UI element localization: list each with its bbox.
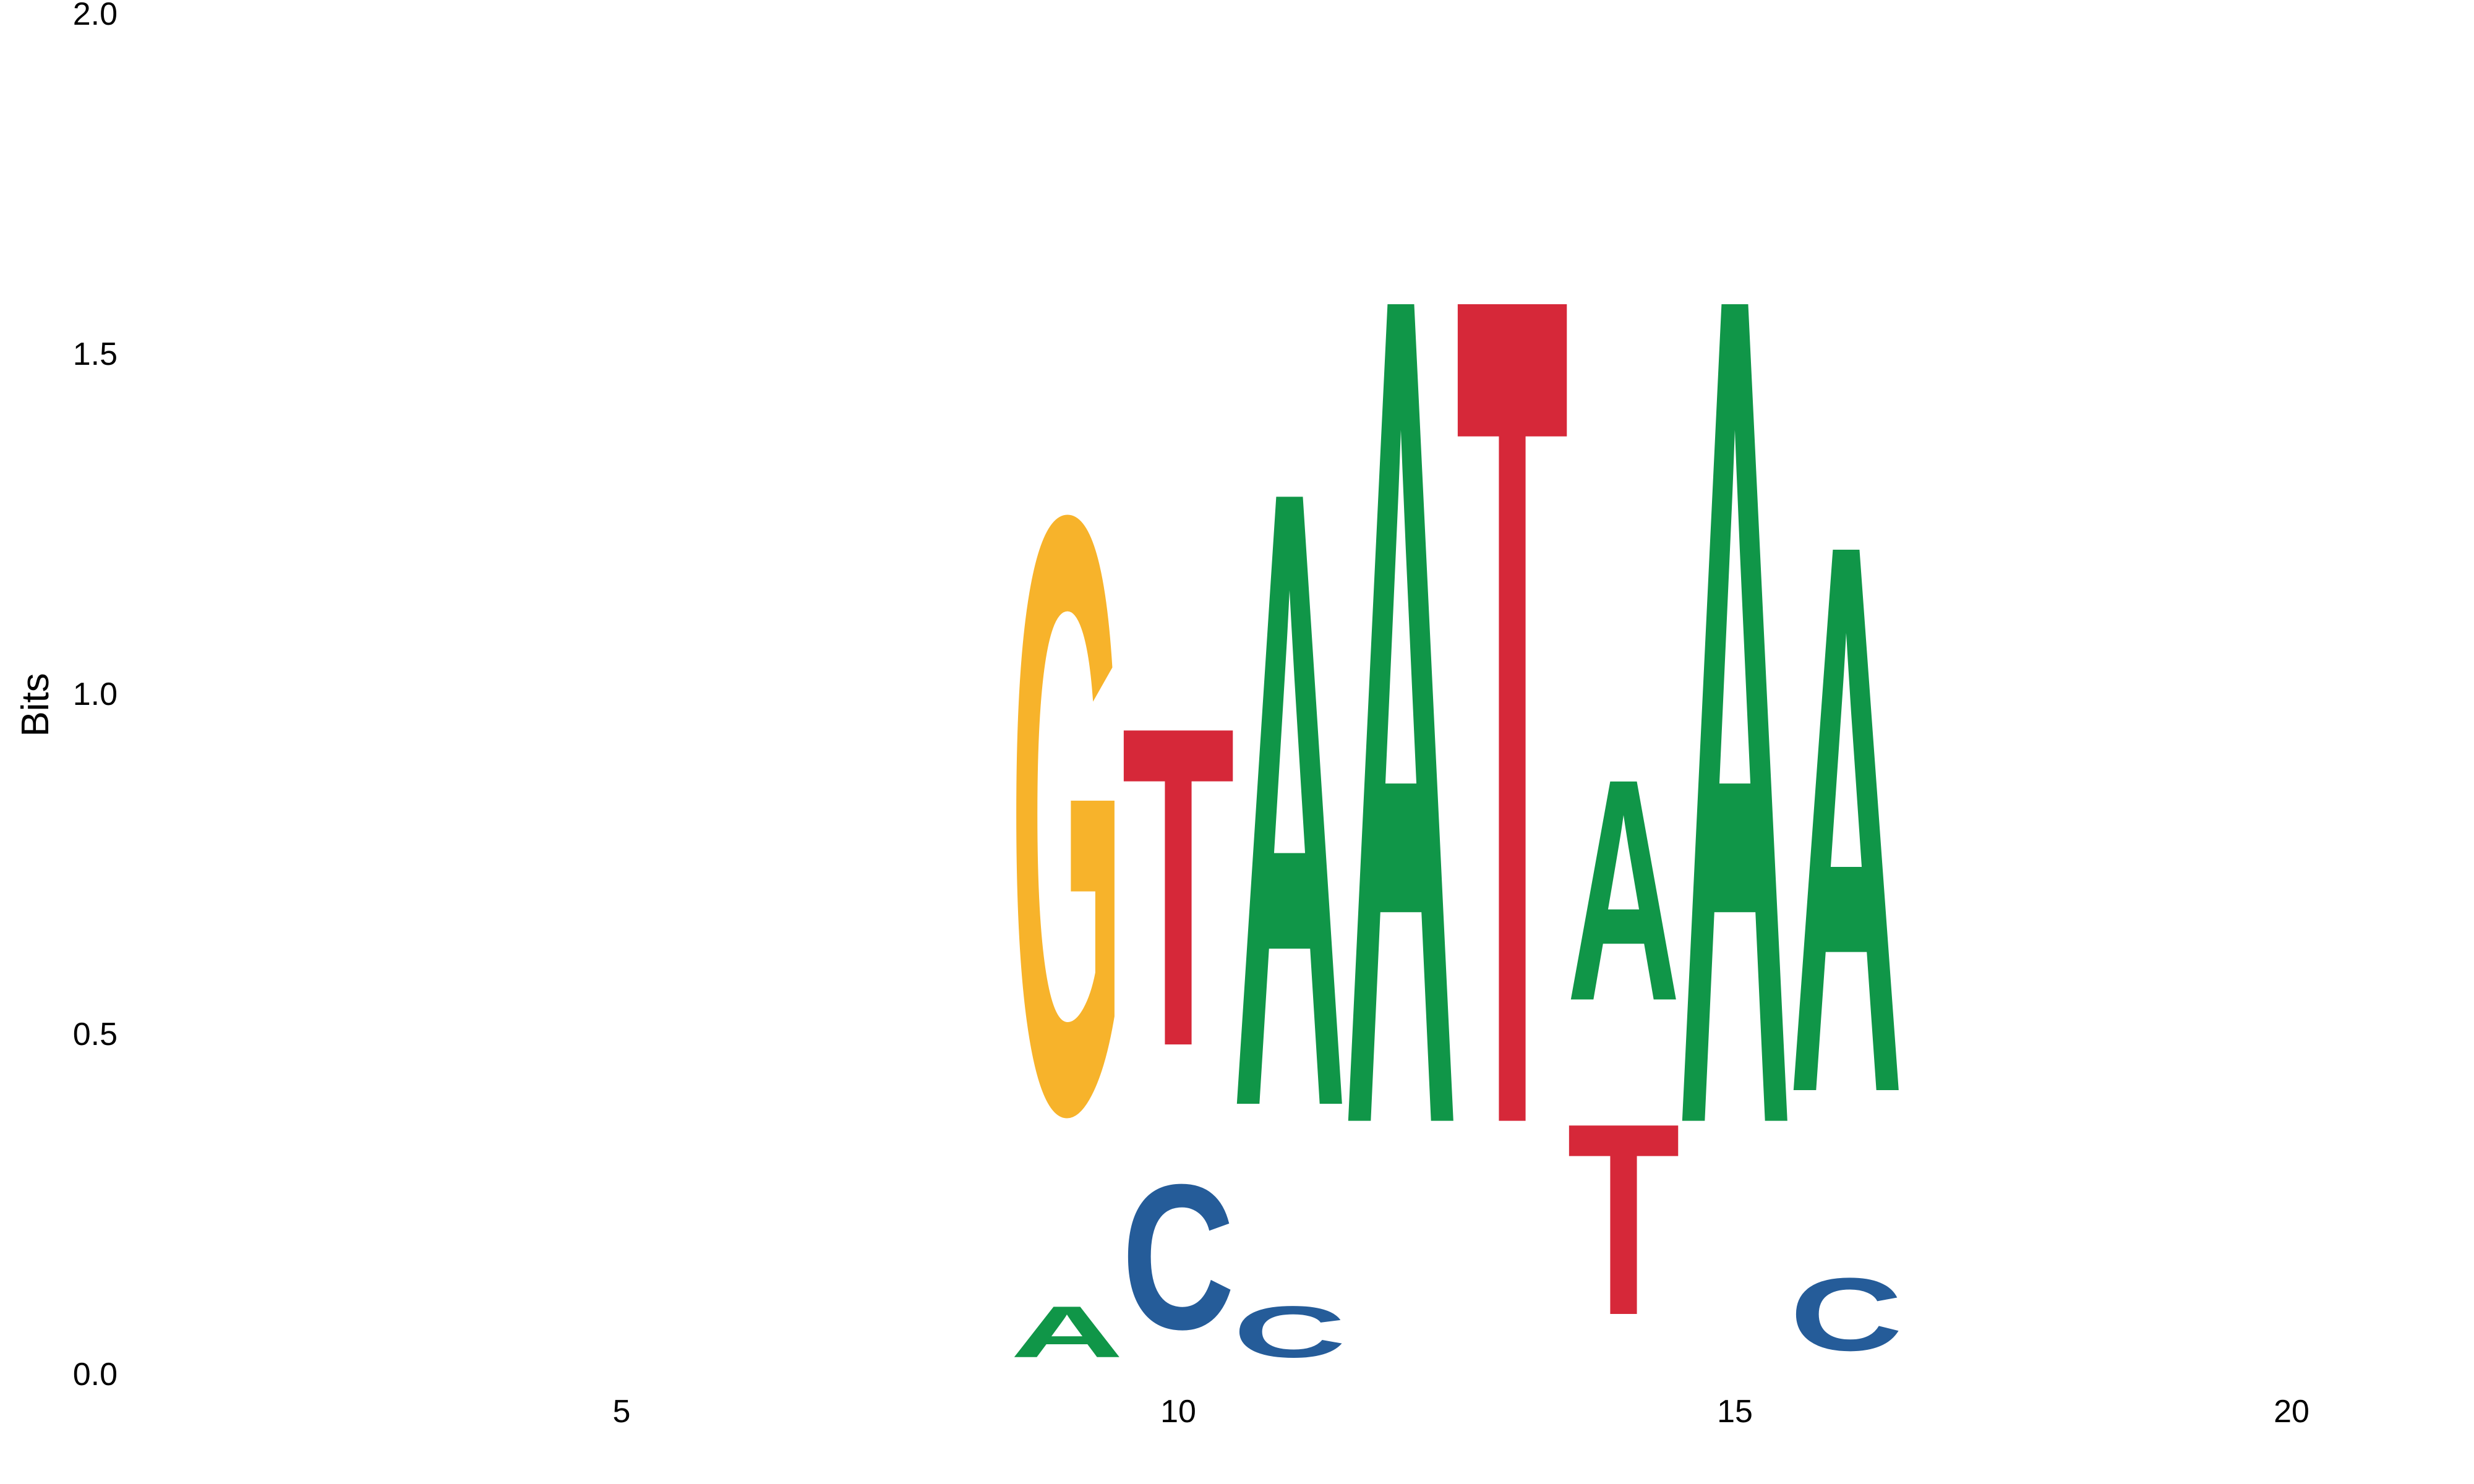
y-tick-label: 0.0 [73, 1357, 118, 1392]
svg-text:C: C [1121, 1141, 1235, 1372]
logo-letter-T-pos-14: T [1567, 1067, 1680, 1373]
x-axis: 5 10 15 20 [613, 1394, 2309, 1430]
logo-letter-C-pos-10: C [1121, 1141, 1235, 1372]
y-axis-label: Bits [14, 673, 57, 736]
logo-letter-C-pos-16: C [1790, 1256, 1903, 1372]
logo-letter-A-pos-9: A [1011, 1291, 1124, 1373]
logo-letter-A-pos-11: A [1233, 305, 1346, 1291]
svg-text:A: A [1567, 712, 1680, 1067]
svg-text:T: T [1567, 1067, 1680, 1373]
svg-text:C: C [1233, 1291, 1346, 1373]
logo-letter-T-pos-10: T [1122, 632, 1235, 1141]
logo-letter-A-pos-14: A [1567, 712, 1680, 1067]
svg-text:A: A [1233, 305, 1346, 1291]
logo-letter-C-pos-11: C [1233, 1291, 1346, 1373]
y-tick-label: 1.5 [73, 336, 118, 372]
y-axis: 0.0 0.5 1.0 1.5 2.0 [73, 0, 118, 1392]
svg-text:A: A [1345, 48, 1458, 1373]
x-tick-label: 20 [2274, 1394, 2309, 1430]
logo-letter-A-pos-16: A [1790, 380, 1903, 1258]
svg-text:T: T [1456, 47, 1569, 1373]
logo-letter-G-pos-9: G [1011, 338, 1124, 1290]
svg-text:T: T [1122, 632, 1235, 1141]
logo-letter-A-pos-12: A [1345, 48, 1458, 1373]
y-tick-label: 0.5 [73, 1017, 118, 1052]
svg-text:A: A [1790, 380, 1903, 1258]
x-tick-label: 15 [1717, 1394, 1753, 1430]
svg-text:G: G [1011, 338, 1124, 1290]
logo-letter-T-pos-13: T [1456, 47, 1569, 1373]
y-tick-label: 1.0 [73, 676, 118, 712]
logo-letter-A-pos-15: A [1679, 48, 1792, 1373]
y-tick-label: 2.0 [73, 0, 118, 32]
x-tick-label: 10 [1160, 1394, 1196, 1430]
x-tick-label: 5 [613, 1394, 631, 1430]
svg-text:A: A [1679, 48, 1792, 1373]
svg-text:C: C [1790, 1256, 1903, 1372]
svg-text:A: A [1011, 1291, 1124, 1373]
